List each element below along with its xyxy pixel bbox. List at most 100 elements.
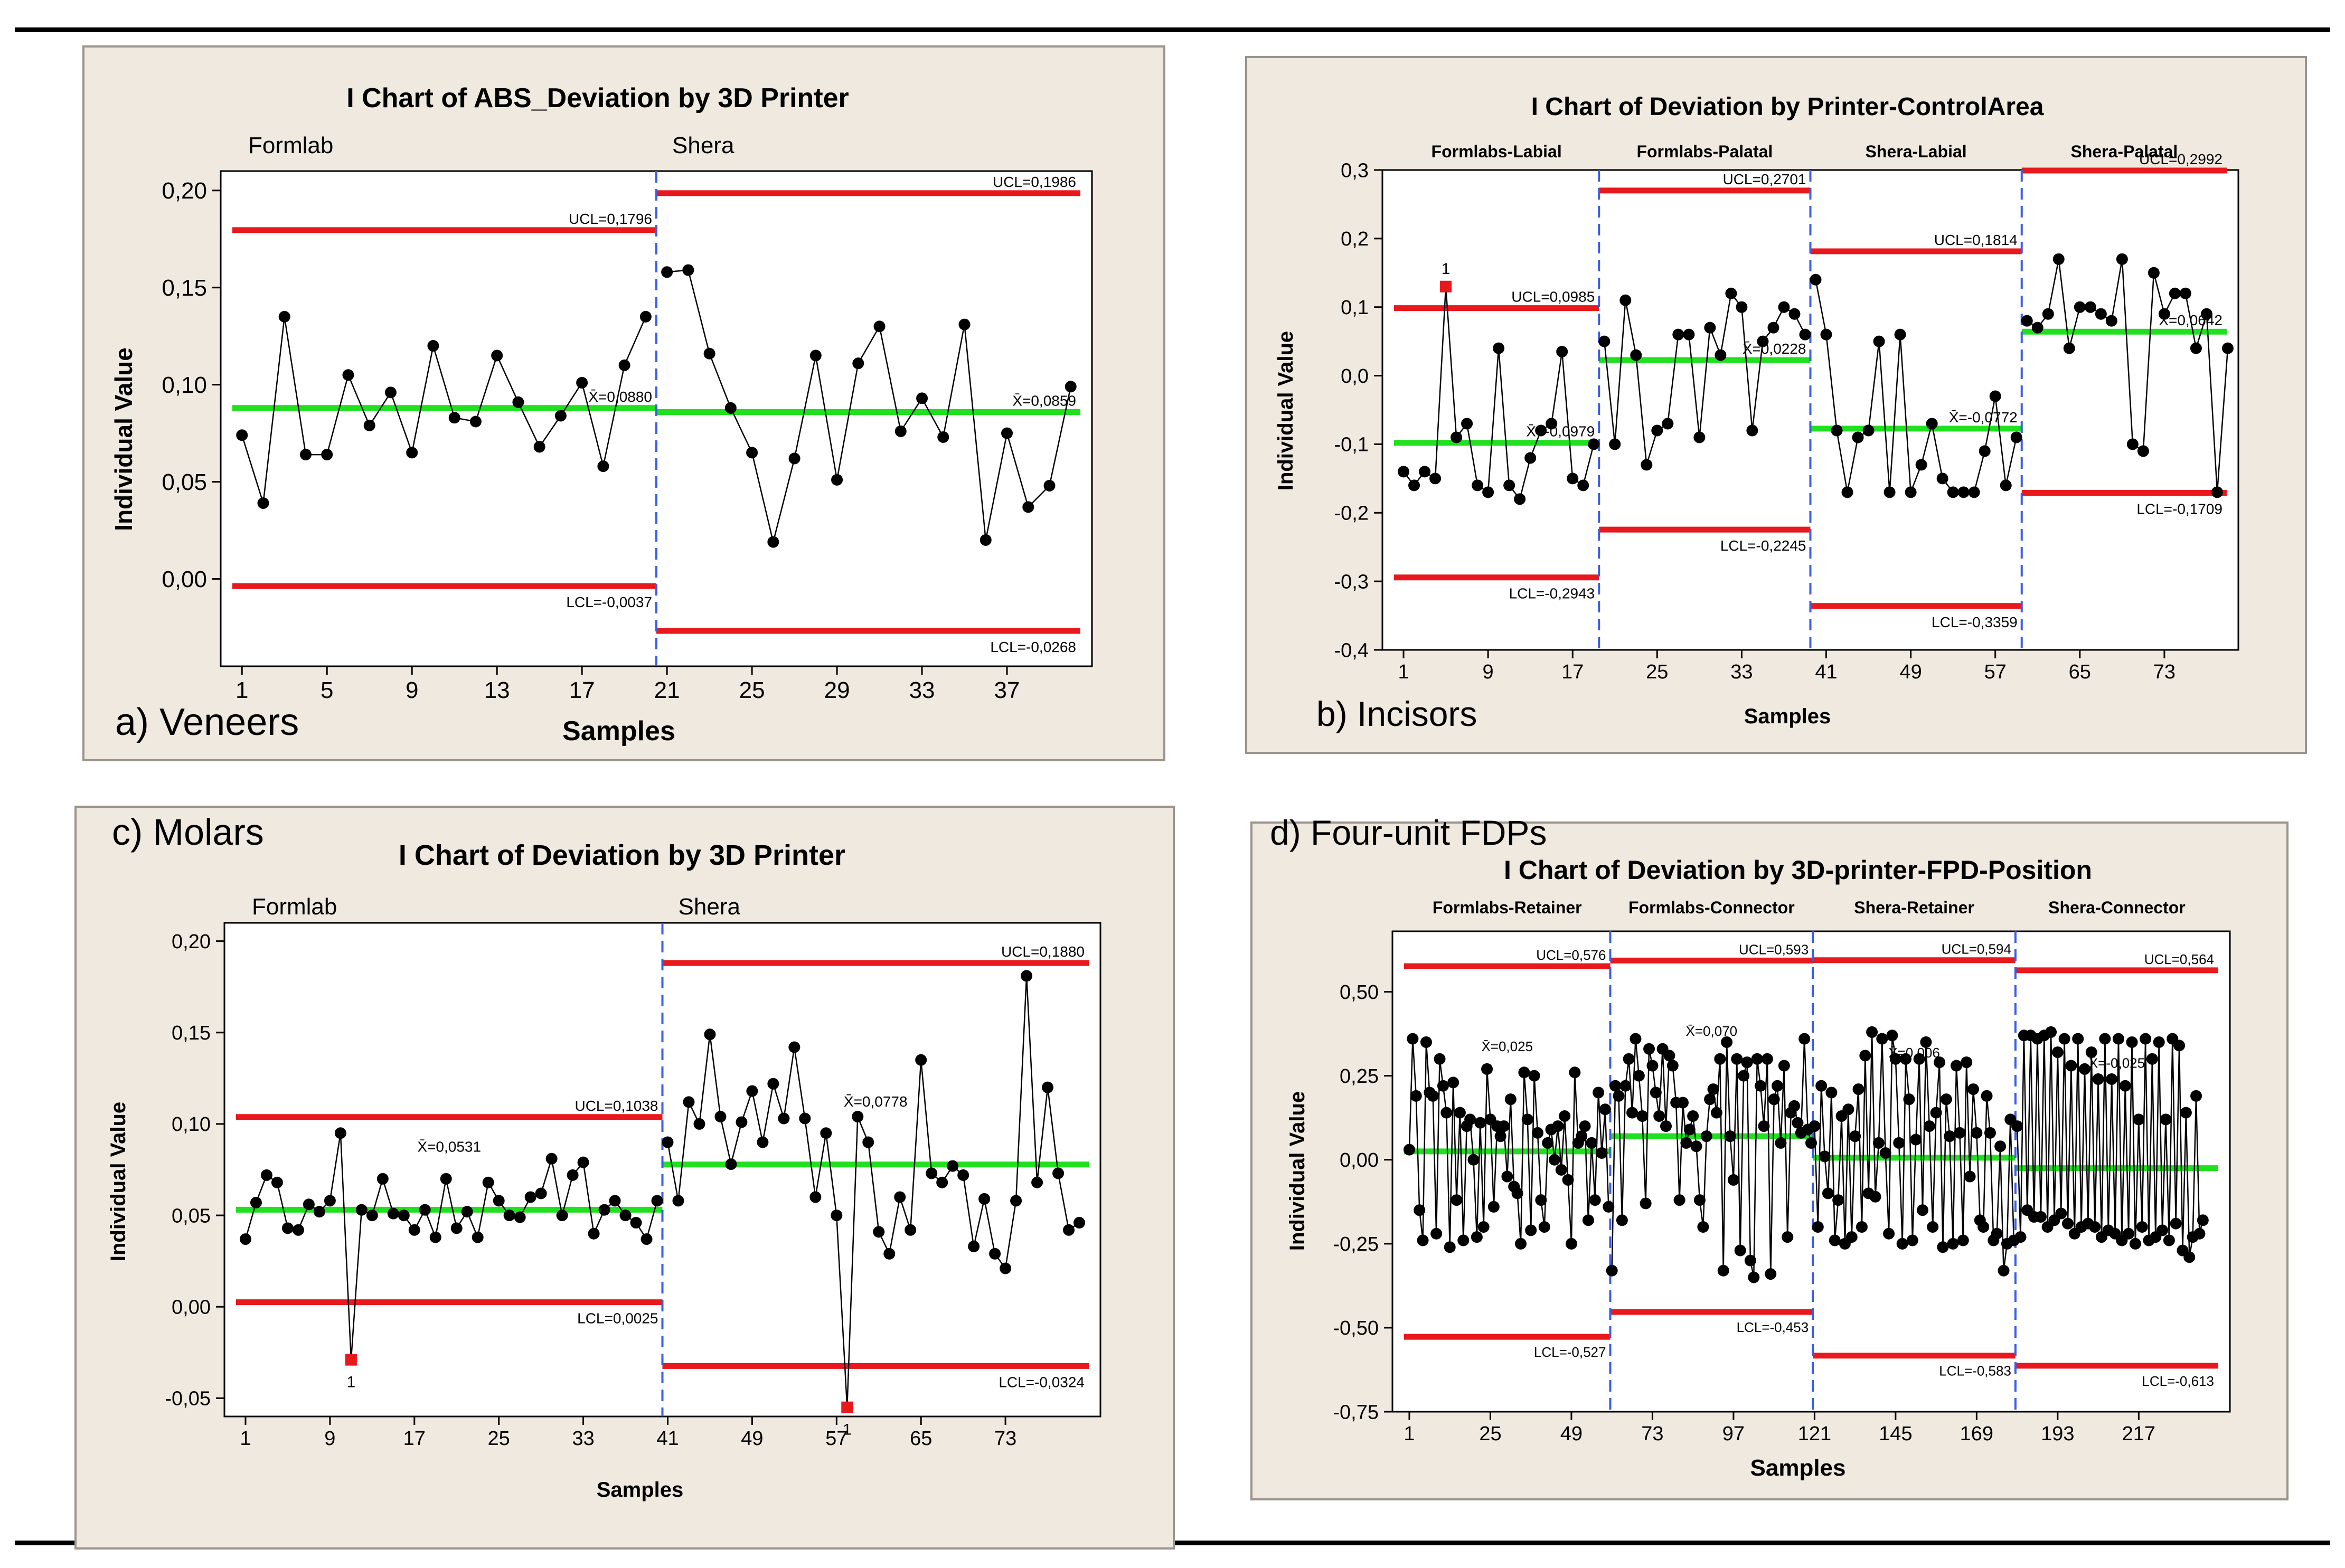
data-point: [926, 1167, 938, 1179]
data-point: [1623, 1053, 1635, 1065]
lcl-label: LCL=-0,0324: [999, 1374, 1085, 1390]
data-point: [1501, 1170, 1513, 1183]
x-tick-label: 9: [406, 677, 418, 703]
data-point: [250, 1196, 262, 1208]
data-point: [1619, 294, 1632, 306]
data-point: [1609, 1080, 1622, 1092]
data-point: [2160, 1113, 2172, 1126]
data-point: [1845, 1231, 1858, 1243]
data-point: [1042, 1081, 1054, 1093]
data-point: [1727, 1174, 1739, 1186]
data-point: [1619, 1080, 1632, 1092]
data-point: [1673, 1194, 1685, 1206]
y-tick-label: -0,1: [1334, 434, 1369, 456]
lcl-label: LCL=-0,2245: [1720, 537, 1806, 554]
data-point: [1651, 424, 1663, 437]
data-point: [1937, 1241, 1949, 1253]
data-point: [2179, 287, 2191, 299]
data-point: [1444, 1241, 1456, 1253]
y-tick-label: 0,00: [172, 1297, 211, 1319]
data-point: [873, 320, 886, 333]
mean-label: X̄=-0,025: [2089, 1055, 2145, 1071]
data-point: [597, 460, 609, 473]
data-point: [1410, 1090, 1422, 1102]
y-axis-label: Individual Value: [110, 347, 137, 531]
data-point: [1588, 438, 1600, 450]
data-point: [1451, 1194, 1463, 1206]
data-point: [1923, 1120, 1935, 1132]
data-point: [831, 1210, 843, 1222]
data-point: [937, 431, 949, 443]
lcl-label: LCL=-0,0037: [566, 594, 652, 610]
data-point: [598, 1204, 610, 1216]
data-point: [1576, 1130, 1588, 1142]
data-point: [2200, 308, 2212, 320]
data-point: [236, 429, 248, 441]
data-point: [1920, 1036, 1932, 1048]
data-point: [1971, 1127, 1983, 1139]
data-point: [1626, 1107, 1638, 1119]
data-point: [461, 1206, 473, 1218]
data-point: [408, 1224, 420, 1236]
y-tick-label: 0,25: [1340, 1065, 1379, 1088]
data-point: [1640, 1197, 1652, 1210]
group-label: Formlab: [252, 894, 337, 920]
data-point: [2000, 479, 2012, 492]
data-point: [831, 474, 843, 486]
data-point: [1440, 1107, 1453, 1119]
group-label: Formlabs-Connector: [1628, 898, 1795, 917]
data-point: [1687, 1110, 1699, 1122]
data-point: [609, 1195, 621, 1207]
data-point: [1917, 1204, 1929, 1216]
data-point: [1559, 1110, 1571, 1122]
data-point: [2052, 253, 2065, 265]
data-point: [1788, 308, 1801, 320]
data-point: [651, 1195, 663, 1207]
data-point: [2058, 1033, 2070, 1045]
data-point: [746, 1085, 758, 1097]
data-point: [2180, 1107, 2192, 1119]
data-point: [1582, 1214, 1594, 1226]
y-tick-label: 0,1: [1341, 297, 1369, 319]
data-point: [2042, 308, 2054, 320]
data-point: [1000, 1262, 1012, 1274]
data-point: [788, 452, 800, 465]
x-axis-label: Samples: [562, 716, 675, 747]
data-point: [2055, 1207, 2067, 1220]
data-point: [1967, 1083, 1979, 1095]
x-tick-label: 193: [2041, 1423, 2074, 1445]
data-point: [2063, 342, 2075, 354]
data-point: [1555, 1164, 1567, 1176]
data-point: [1829, 1234, 1841, 1246]
data-point: [1704, 322, 1716, 334]
ucl-label: UCL=0,1880: [1001, 943, 1085, 960]
data-point: [1930, 1107, 1942, 1119]
ucl-label: UCL=0,1814: [1934, 232, 2018, 248]
data-point: [725, 1158, 737, 1170]
data-point: [440, 1173, 452, 1185]
data-point: [980, 534, 992, 546]
data-point: [1531, 1127, 1543, 1139]
data-point: [1603, 1201, 1615, 1213]
data-point: [1724, 1130, 1736, 1142]
group-label: Formlabs-Retainer: [1433, 898, 1582, 917]
data-point: [1876, 1033, 1888, 1045]
panel-caption: b) Incisors: [1316, 694, 1477, 733]
data-point: [292, 1224, 304, 1236]
y-tick-label: 0,2: [1341, 228, 1369, 250]
y-tick-label: 0,3: [1341, 159, 1369, 182]
data-point: [1430, 1227, 1443, 1240]
data-point: [978, 1193, 991, 1205]
data-point: [1420, 1036, 1432, 1048]
data-point: [1734, 1244, 1746, 1257]
data-point: [2084, 301, 2096, 313]
ucl-label: UCL=0,593: [1739, 941, 1809, 957]
data-point: [482, 1176, 494, 1188]
data-point: [2106, 1073, 2118, 1085]
data-series-line: [666, 269, 1072, 542]
y-tick-label: -0,25: [1333, 1233, 1379, 1255]
data-point: [1447, 1076, 1459, 1089]
y-tick-label: 0,20: [162, 178, 207, 204]
data-point: [1633, 1070, 1645, 1082]
data-point: [1765, 1268, 1777, 1280]
